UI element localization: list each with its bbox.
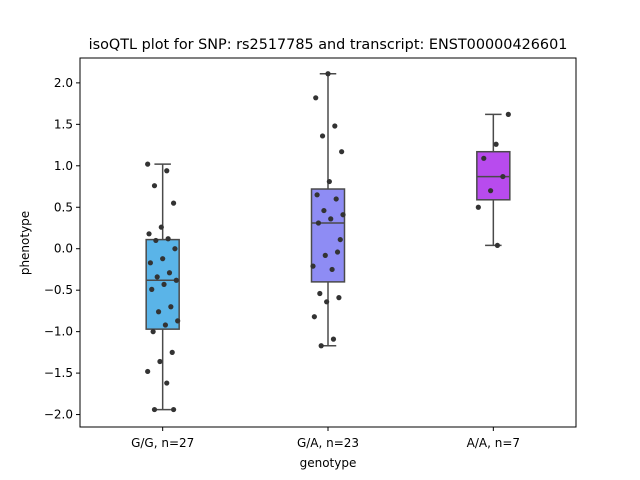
- data-point: [155, 309, 162, 315]
- x-tick-label: G/A, n=23: [297, 436, 359, 450]
- data-point: [154, 274, 160, 280]
- data-point: [153, 237, 159, 244]
- y-tick-label: 0.0: [54, 242, 73, 256]
- data-point: [329, 266, 335, 273]
- data-point: [172, 246, 178, 252]
- data-point: [317, 290, 323, 297]
- data-point: [321, 207, 327, 214]
- data-point: [314, 192, 320, 198]
- data-point: [162, 322, 168, 328]
- y-tick-label: −2.0: [44, 408, 73, 422]
- data-point: [505, 111, 511, 117]
- data-point: [330, 336, 337, 342]
- data-point: [158, 224, 164, 230]
- y-tick-label: −0.5: [44, 283, 73, 297]
- y-tick-label: −1.0: [44, 325, 73, 339]
- data-point: [169, 349, 175, 355]
- data-point: [149, 286, 155, 292]
- box-group: [310, 71, 346, 349]
- data-point: [340, 212, 346, 218]
- x-axis: G/G, n=27 G/A, n=23 A/A, n=7: [131, 427, 520, 450]
- data-point: [325, 71, 331, 77]
- data-point: [336, 295, 342, 301]
- data-point: [170, 200, 177, 206]
- data-point: [475, 204, 481, 210]
- data-point: [313, 95, 319, 101]
- data-point: [173, 277, 179, 283]
- data-point: [175, 318, 181, 324]
- data-point: [147, 260, 153, 266]
- data-point: [160, 256, 166, 262]
- data-point: [334, 249, 341, 255]
- y-tick-label: 1.0: [54, 159, 73, 173]
- data-point: [166, 270, 173, 276]
- data-point: [328, 216, 334, 222]
- data-point: [146, 231, 152, 237]
- data-point: [319, 133, 326, 139]
- data-point: [151, 183, 158, 189]
- box-group: [145, 161, 181, 413]
- data-point: [488, 188, 494, 194]
- x-tick-label: G/G, n=27: [131, 436, 194, 450]
- data-point: [326, 178, 332, 185]
- data-point: [332, 123, 338, 129]
- data-point: [165, 236, 171, 242]
- y-tick-label: 1.5: [54, 117, 73, 131]
- plot-area: [145, 71, 511, 413]
- data-point: [168, 304, 174, 310]
- data-point: [311, 314, 317, 320]
- data-point: [318, 343, 324, 349]
- data-point: [481, 155, 487, 161]
- data-point: [315, 220, 322, 226]
- data-point: [145, 368, 151, 375]
- data-point: [494, 242, 501, 249]
- data-point: [333, 196, 339, 202]
- chart-title: isoQTL plot for SNP: rs2517785 and trans…: [89, 37, 568, 53]
- data-point: [337, 236, 343, 243]
- data-point: [150, 329, 156, 335]
- data-point: [157, 358, 163, 365]
- y-axis: −2.0 −1.5 −1.0 −0.5 0.0 0.5 1.0 1.5 2.0: [44, 76, 80, 422]
- data-point: [310, 263, 316, 269]
- y-tick-label: −1.5: [44, 366, 73, 380]
- data-point: [164, 168, 170, 174]
- box-group: [475, 111, 511, 249]
- data-point: [493, 141, 499, 147]
- x-tick-label: A/A, n=7: [467, 436, 520, 450]
- data-point: [161, 281, 167, 287]
- y-axis-label: phenotype: [18, 211, 32, 275]
- data-point: [322, 252, 328, 258]
- data-point: [324, 299, 330, 305]
- data-point: [145, 161, 151, 167]
- data-point: [151, 406, 158, 413]
- y-tick-label: 0.5: [54, 200, 73, 214]
- x-axis-label: genotype: [300, 456, 357, 470]
- data-point: [170, 406, 177, 413]
- box: [310, 188, 346, 283]
- data-point: [339, 149, 345, 155]
- y-tick-label: 2.0: [54, 76, 73, 90]
- data-point: [164, 380, 170, 386]
- data-point: [500, 173, 506, 180]
